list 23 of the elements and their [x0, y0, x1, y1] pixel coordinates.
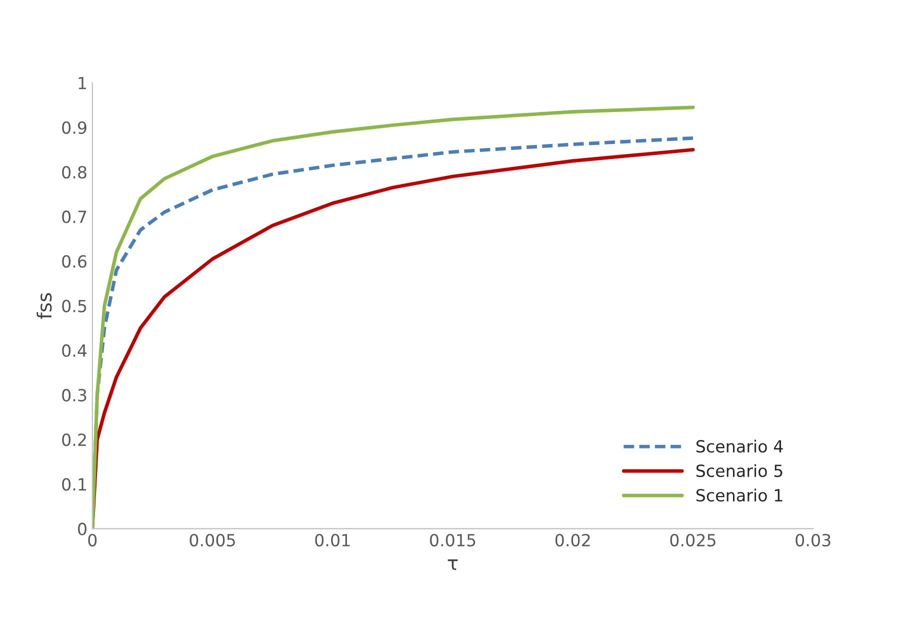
x-axis-title: τ	[448, 559, 458, 570]
y-tick-label: 0.9	[62, 121, 86, 134]
y-tick-label: 0.3	[62, 388, 86, 402]
y-tick-label: 0.5	[62, 300, 86, 312]
y-tick-label: 0	[78, 522, 86, 536]
y-axis-title: fss	[36, 293, 52, 319]
x-tick-label: 0.01	[315, 534, 350, 546]
x-tick-label: 0.005	[190, 534, 235, 546]
legend-label: Scenario 5	[696, 464, 782, 478]
x-tick-label: 0	[88, 534, 97, 546]
x-tick-label: 0.015	[430, 534, 476, 546]
x-tick-label: 0.025	[670, 534, 716, 546]
legend-label: Scenario 4	[696, 440, 783, 453]
y-tick-label: 0.2	[62, 433, 86, 446]
y-tick-label: 0.6	[62, 255, 86, 268]
y-tick-label: 0.8	[62, 166, 86, 179]
y-tick-label: 0.4	[62, 344, 87, 357]
y-tick-label: 1	[78, 76, 86, 90]
x-tick-label: 0.02	[555, 534, 590, 546]
y-tick-label: 0.1	[62, 478, 86, 491]
y-tick-label: 0.7	[62, 210, 86, 224]
legend-label: Scenario 1	[696, 488, 782, 502]
x-tick-label: 0.03	[796, 534, 830, 546]
